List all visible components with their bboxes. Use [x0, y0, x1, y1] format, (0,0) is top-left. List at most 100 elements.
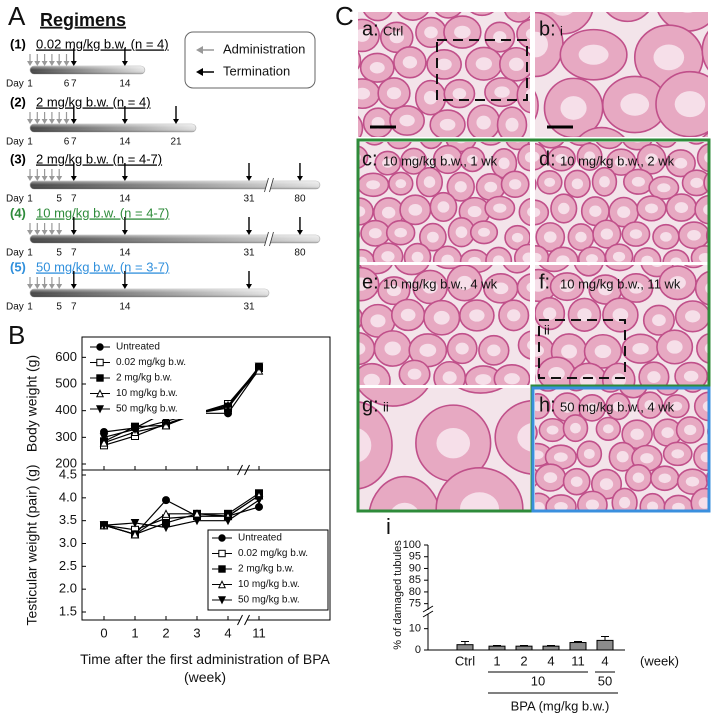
x-tick-label: 4 [224, 625, 231, 640]
tubule-lumen [389, 31, 404, 44]
legend-label: 50 mg/kg b.w. [116, 404, 178, 415]
tubule-lumen [476, 115, 491, 130]
micrograph-caption: 10 mg/kg b.w., 1 wk [383, 153, 498, 168]
micrograph [336, 142, 530, 262]
tubule-lumen [460, 492, 499, 510]
regimen-number: (5) [10, 259, 26, 274]
tubule-lumen [644, 400, 656, 411]
tubule-lumen [524, 152, 530, 163]
data-point [192, 516, 202, 526]
termination-arrow-head [70, 119, 77, 124]
tubule-lumen [358, 428, 372, 463]
tubule-lumen [586, 265, 591, 266]
day-label: Day [6, 194, 24, 205]
tubule-lumen [338, 229, 351, 240]
tubule-lumen [600, 228, 614, 240]
x-tick-label: 11 [571, 653, 585, 668]
axis-break [264, 231, 269, 247]
data-point [130, 529, 140, 539]
tubule [358, 265, 359, 266]
regimen-dose: 2 mg/kg b.w. (n = 4-7) [36, 151, 162, 166]
tubule-lumen [685, 310, 701, 323]
day-tick-label: 14 [119, 137, 131, 148]
group-label: 50 [598, 673, 612, 688]
administration-arrow [34, 277, 41, 289]
tubule-lumen [436, 427, 471, 459]
tubule-lumen [373, 265, 379, 266]
administration-arrow [63, 54, 70, 66]
tubule [535, 142, 548, 171]
tubule-lumen [616, 451, 629, 463]
tubule-lumen [466, 154, 478, 165]
administration-arrow [48, 223, 55, 235]
panel-title: Regimens [40, 10, 126, 30]
day-tick-label: 14 [119, 302, 131, 313]
tubule [363, 12, 393, 22]
termination-arrow [121, 163, 128, 181]
data-point [254, 362, 264, 372]
tubule-lumen [337, 54, 351, 66]
tubule-lumen [674, 202, 689, 213]
y-tick-label: 3.0 [59, 535, 77, 550]
tubule-lumen [658, 473, 672, 484]
tubule [516, 273, 530, 302]
data-point [95, 389, 105, 398]
tubule-lumen [535, 252, 542, 262]
tubule-lumen [336, 177, 348, 188]
x-axis-label: (week) [640, 653, 679, 668]
tubule-lumen [535, 501, 545, 510]
administration-arrow-head [27, 61, 33, 66]
tubule-lumen [555, 153, 568, 164]
administration-arrow-head [56, 61, 63, 66]
micrograph-letter: c: [362, 148, 378, 170]
administration-arrow [27, 169, 33, 181]
administration-arrow [48, 54, 55, 66]
administration-arrow-head [34, 230, 41, 235]
tubule-lumen [402, 56, 418, 69]
tubule-lumen [630, 428, 644, 440]
tubule-lumen [535, 344, 544, 357]
tubule-lumen [493, 203, 507, 213]
data-point [99, 438, 109, 447]
legend-label: Termination [223, 63, 290, 78]
axis-break [264, 232, 274, 246]
tubule-lumen [469, 309, 485, 322]
tubule-lumen [358, 206, 366, 217]
administration-arrow [27, 277, 33, 289]
tubule [504, 12, 530, 23]
tubule-lumen [554, 501, 568, 510]
axis-break [422, 610, 434, 618]
tubule-lumen [589, 205, 602, 217]
tubule-lumen [652, 314, 666, 327]
day-label: Day [6, 248, 24, 259]
tubule-lumen [508, 179, 522, 190]
termination-arrow [246, 217, 252, 235]
tubule [358, 400, 393, 490]
administration-arrow [56, 223, 63, 235]
administration-arrow [56, 169, 63, 181]
legend-box [86, 339, 206, 419]
tubule-lumen [437, 201, 450, 213]
legend-arrow-head [196, 68, 203, 76]
regimen-number: (3) [10, 151, 26, 166]
termination-arrow-head [121, 230, 128, 235]
day-tick-label: 5 [56, 194, 62, 205]
x-tick-label: 3 [193, 625, 200, 640]
tubule-lumen [505, 117, 519, 132]
day-tick-label: 1 [27, 79, 33, 90]
x-tick-label: 4 [547, 653, 554, 668]
administration-arrow-head [27, 119, 33, 124]
data-point [218, 565, 226, 573]
tubule-lumen [399, 114, 415, 127]
micrograph-letter: g: [362, 394, 379, 416]
tubule-lumen [671, 401, 683, 411]
administration-arrow [34, 54, 41, 66]
tubule [655, 142, 677, 148]
administration-arrow [48, 169, 55, 181]
y-tick-label: 95 [409, 551, 421, 563]
tubule [396, 12, 429, 21]
day-tick-label: 80 [294, 194, 306, 205]
administration-arrow-head [41, 61, 48, 66]
termination-arrow-head [246, 230, 252, 235]
data-point [99, 521, 109, 530]
